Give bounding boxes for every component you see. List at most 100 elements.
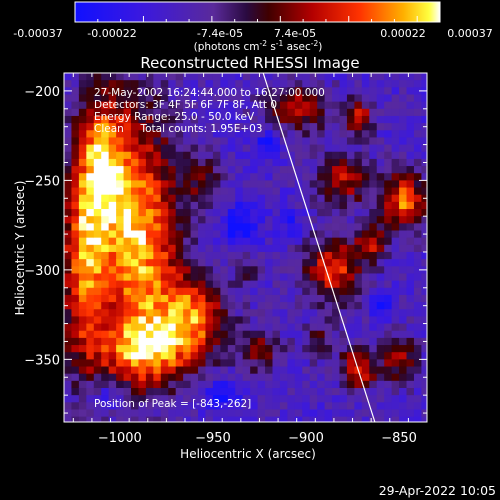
- heatmap-cell: [413, 108, 423, 117]
- heatmap-cell: [250, 244, 259, 253]
- heatmap-cell: [242, 101, 251, 110]
- heatmap-cell: [198, 173, 207, 181]
- heatmap-cell: [272, 345, 281, 353]
- heatmap-cell: [391, 216, 400, 224]
- heatmap-cell: [235, 80, 244, 88]
- heatmap-cell: [86, 309, 95, 318]
- heatmap-cell: [384, 302, 393, 310]
- heatmap-cell: [235, 73, 244, 81]
- heatmap-cell: [250, 266, 259, 275]
- heatmap-cell: [324, 237, 333, 246]
- heatmap-cell: [317, 266, 326, 275]
- heatmap-cell: [190, 273, 199, 282]
- heatmap-cell: [250, 194, 259, 203]
- heatmap-cell: [212, 115, 221, 124]
- heatmap-cell: [78, 280, 87, 289]
- heatmap-cell: [413, 359, 423, 368]
- heatmap-cell: [279, 223, 288, 232]
- heatmap-cell: [346, 87, 355, 96]
- heatmap-cell: [212, 373, 221, 382]
- colorbar-tick-label-6: 0.00037: [447, 27, 493, 40]
- heatmap-cell: [332, 266, 341, 275]
- heatmap-cell: [376, 115, 385, 124]
- heatmap-cell: [227, 416, 236, 422]
- heatmap-cell: [369, 251, 378, 260]
- heatmap-cell: [391, 73, 400, 81]
- heatmap-cell: [138, 194, 147, 203]
- heatmap-cell: [339, 87, 348, 96]
- heatmap-cell: [354, 402, 363, 411]
- heatmap-cell: [354, 302, 363, 310]
- heatmap-cell: [131, 273, 140, 282]
- heatmap-cell: [361, 330, 370, 339]
- heatmap-cell: [369, 101, 378, 110]
- heatmap-cell: [287, 302, 296, 310]
- heatmap-cell: [332, 409, 341, 418]
- heatmap-cell: [190, 123, 199, 131]
- heatmap-cell: [108, 309, 117, 318]
- heatmap-cell: [123, 166, 132, 174]
- heatmap-cell: [384, 237, 393, 246]
- heatmap-cell: [93, 158, 102, 167]
- heatmap-cell: [384, 173, 393, 181]
- heatmap-cell: [131, 287, 140, 296]
- heatmap-cell: [101, 201, 110, 210]
- heatmap-cell: [332, 380, 341, 389]
- heatmap-cell: [309, 287, 318, 296]
- heatmap-cell: [93, 244, 102, 253]
- heatmap-cell: [324, 158, 333, 167]
- heatmap-cell: [242, 230, 251, 239]
- heatmap-cell: [294, 259, 303, 267]
- heatmap-cell: [108, 223, 117, 232]
- heatmap-cell: [265, 237, 274, 246]
- heatmap-cell: [406, 409, 415, 418]
- heatmap-cell: [399, 373, 408, 382]
- heatmap-cell: [272, 144, 281, 153]
- heatmap-cell: [294, 337, 303, 346]
- heatmap-cell: [145, 194, 154, 203]
- heatmap-cell: [339, 101, 348, 110]
- heatmap-cell: [391, 201, 400, 210]
- heatmap-cell: [279, 180, 288, 189]
- heatmap-cell: [235, 194, 244, 203]
- heatmap-cell: [138, 123, 147, 131]
- heatmap-cell: [168, 380, 177, 389]
- heatmap-cell: [272, 380, 281, 389]
- heatmap-cell: [108, 144, 117, 153]
- heatmap-cell: [86, 158, 95, 167]
- heatmap-cell: [86, 302, 95, 310]
- heatmap-cell: [421, 387, 427, 396]
- heatmap-cell: [242, 287, 251, 296]
- heatmap-cell: [93, 380, 102, 389]
- heatmap-cell: [376, 287, 385, 296]
- heatmap-cell: [294, 123, 303, 131]
- heatmap-cell: [160, 366, 169, 375]
- heatmap-cell: [153, 273, 162, 282]
- heatmap-cell: [183, 87, 192, 96]
- heatmap-cell: [294, 223, 303, 232]
- heatmap-cell: [413, 87, 423, 96]
- heatmap-cell: [376, 73, 385, 81]
- heatmap-cell: [294, 402, 303, 411]
- heatmap-cell: [257, 166, 266, 174]
- heatmap-cell: [391, 137, 400, 146]
- heatmap-cell: [220, 323, 229, 332]
- heatmap-cell: [346, 173, 355, 181]
- heatmap-cell: [175, 345, 184, 353]
- heatmap-cell: [346, 316, 355, 325]
- heatmap-cell: [272, 115, 281, 124]
- heatmap-cell: [212, 309, 221, 318]
- heatmap-cell: [413, 302, 423, 310]
- heatmap-cell: [205, 337, 214, 346]
- heatmap-cell: [309, 294, 318, 303]
- heatmap-cell: [108, 180, 117, 189]
- heatmap-cell: [354, 409, 363, 418]
- heatmap-cell: [399, 230, 408, 239]
- heatmap-cell: [131, 316, 140, 325]
- x-tick-label: −1000: [98, 431, 142, 446]
- heatmap-cell: [71, 402, 80, 411]
- heatmap-cell: [391, 395, 400, 403]
- heatmap-cell: [384, 194, 393, 203]
- heatmap-cell: [413, 409, 423, 418]
- heatmap-cell: [302, 194, 311, 203]
